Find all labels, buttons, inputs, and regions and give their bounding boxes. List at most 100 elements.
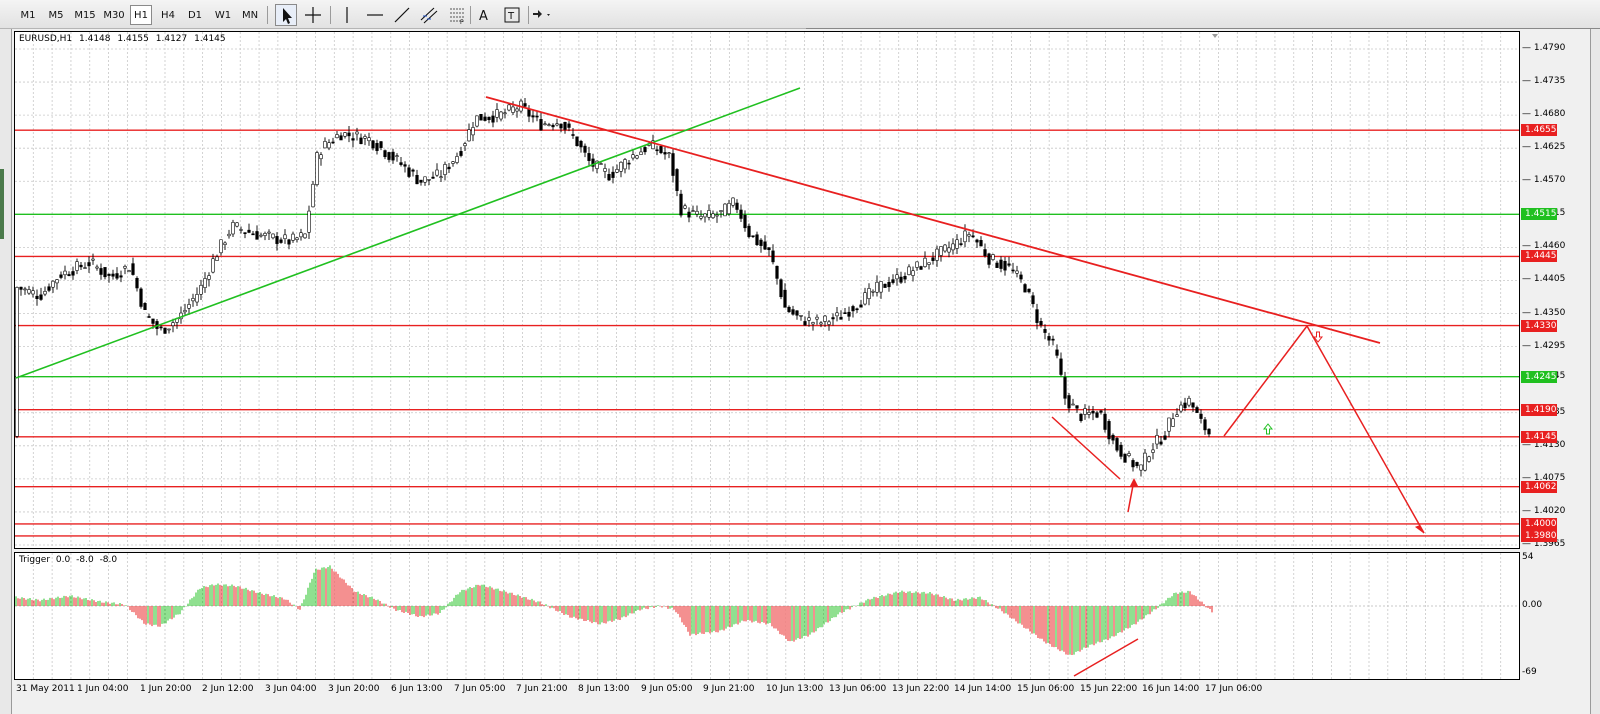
level-price-tag: 1.3980 — [1521, 529, 1557, 542]
candle-bull — [311, 183, 315, 208]
candle-bear — [371, 140, 375, 149]
candle-bull — [1071, 403, 1075, 406]
timeframe-m5-button[interactable]: M5 — [48, 10, 64, 21]
projection-up-line — [1223, 325, 1308, 437]
crosshair-tool-button[interactable] — [302, 4, 324, 26]
candle-bull — [363, 136, 367, 139]
candle-bear — [379, 141, 383, 148]
candle-bear — [787, 306, 791, 313]
text-tool-button[interactable]: A — [473, 4, 495, 26]
candle-bull — [435, 169, 439, 176]
candle-bear — [331, 141, 335, 144]
candle-bull — [863, 292, 867, 305]
candle-bull — [615, 169, 619, 173]
indicator-subwindow[interactable]: Trigger 0.0 -8.0 -8.0 — [14, 552, 1600, 714]
main-price-chart[interactable]: EURUSD,H1 1.4148 1.4155 1.4127 1.4145 — [14, 31, 1600, 550]
ohlc-high: 1.4155 — [117, 34, 149, 44]
candle-bull — [631, 154, 635, 159]
symbol-ohlc-label: EURUSD,H1 1.4148 1.4155 1.4127 1.4145 — [19, 34, 230, 44]
candle-bull — [947, 247, 951, 253]
price-scale-label: — 1.4130 — [1522, 439, 1566, 450]
candle-bear — [655, 149, 659, 152]
candle-bull — [31, 290, 35, 295]
candle-bull — [303, 233, 307, 239]
equidistant-channel-tool-button[interactable] — [418, 4, 440, 26]
candle-bull — [1187, 397, 1191, 406]
right-scrollbar-strip[interactable] — [1590, 29, 1600, 714]
candle-bear — [899, 276, 903, 283]
candle-bull — [703, 213, 707, 218]
candle-bull — [823, 315, 827, 322]
timeframe-d1-button[interactable]: D1 — [187, 10, 203, 21]
candle-bear — [447, 166, 451, 170]
panel-grip[interactable] — [0, 169, 4, 239]
candle-bear — [663, 152, 667, 155]
candle-bull — [871, 290, 875, 293]
horizontal-line-tool-button[interactable] — [364, 4, 386, 26]
candle-bull — [355, 131, 359, 135]
candle-bear — [459, 151, 463, 156]
candle-bull — [299, 232, 303, 238]
candle-bear — [411, 169, 415, 172]
timeframe-mn-button[interactable]: MN — [241, 10, 259, 21]
time-axis-label: 31 May 2011 — [16, 684, 75, 694]
candle-bear — [39, 294, 43, 300]
candle-bear — [1119, 444, 1123, 457]
candle-bear — [387, 152, 391, 160]
equidistant-channel-icon — [420, 7, 438, 24]
uptrend-line — [15, 87, 801, 379]
candle-bull — [667, 152, 671, 155]
candle-bull — [307, 210, 311, 233]
candle-bull — [723, 203, 727, 217]
candle-bull — [967, 234, 971, 237]
candle-bear — [959, 243, 963, 245]
indicator-canvas[interactable] — [14, 552, 1600, 682]
candle-bear — [479, 114, 483, 121]
candle-bull — [95, 266, 99, 269]
candle-bear — [339, 135, 343, 141]
candle-bear — [347, 132, 351, 137]
candle-bear — [919, 266, 923, 270]
trendline-tool-button[interactable] — [391, 4, 413, 26]
timeframe-m30-button[interactable]: M30 — [103, 10, 125, 21]
candle-bear — [763, 241, 767, 250]
candle-bear — [151, 318, 155, 324]
timeframe-m1-button[interactable]: M1 — [20, 10, 36, 21]
cursor-tool-button[interactable] — [275, 4, 297, 26]
price-chart-canvas[interactable] — [14, 31, 1600, 550]
downtrend-line — [485, 96, 1381, 344]
candle-bear — [147, 316, 151, 318]
candle-bear — [1023, 284, 1027, 293]
candle-bear — [995, 262, 999, 268]
left-panel-strip — [0, 29, 12, 714]
timeframe-w1-button[interactable]: W1 — [214, 10, 232, 21]
candle-bull — [191, 298, 195, 302]
candle-bull — [451, 161, 455, 164]
price-scale-label: — 1.4790 — [1522, 43, 1566, 53]
timeframe-m15-button[interactable]: M15 — [74, 10, 96, 21]
indicator-scale-label: -69 — [1522, 667, 1537, 677]
timeframe-h1-button[interactable]: H1 — [130, 5, 152, 25]
text-label-tool-button[interactable]: T — [501, 4, 523, 26]
candle-bear — [559, 123, 563, 129]
candle-bear — [351, 138, 355, 141]
candle-bull — [1083, 408, 1087, 415]
fibonacci-retracement-tool-button[interactable]: F — [446, 4, 468, 26]
candle-bear — [419, 179, 423, 183]
candle-bull — [1151, 449, 1155, 453]
candle-bear — [527, 108, 531, 117]
level-price-tag: 1.4062 — [1521, 480, 1557, 493]
indicator-name: Trigger — [19, 555, 51, 565]
arrows-dropdown-tool-button[interactable] — [529, 4, 559, 26]
candle-bear — [575, 136, 579, 147]
text-icon: A — [479, 9, 488, 24]
candle-bull — [879, 281, 883, 293]
time-axis-label: 17 Jun 06:00 — [1205, 684, 1263, 694]
candle-bear — [1059, 358, 1063, 375]
timeframe-h4-button[interactable]: H4 — [161, 10, 175, 21]
candle-bear — [1055, 349, 1059, 356]
candle-bear — [135, 277, 139, 289]
candle-bear — [563, 121, 567, 130]
candle-bear — [67, 274, 71, 276]
vertical-line-tool-button[interactable] — [336, 4, 358, 26]
